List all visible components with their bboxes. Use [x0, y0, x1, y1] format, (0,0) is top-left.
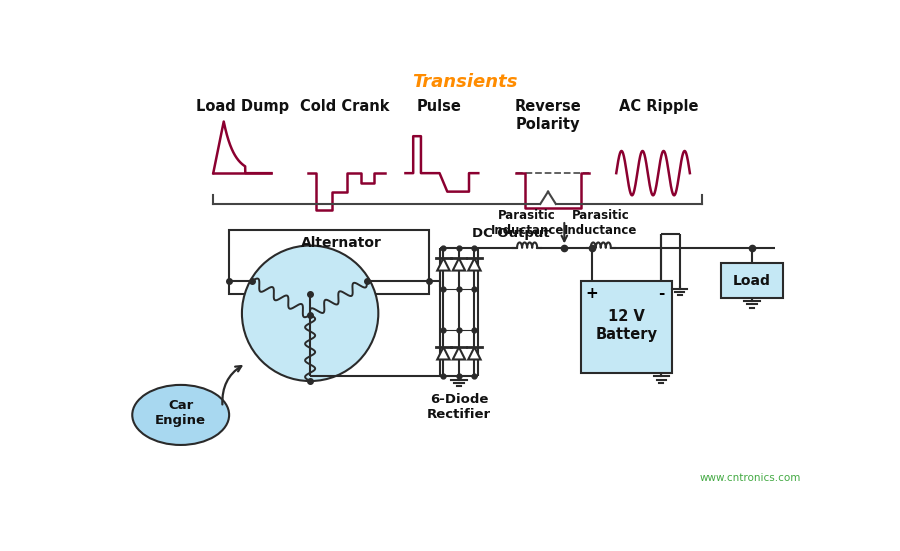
Text: Alternator: Alternator	[301, 235, 382, 250]
Text: Parasitic
Inductance: Parasitic Inductance	[491, 209, 563, 237]
Text: 12 V
Battery: 12 V Battery	[596, 310, 658, 342]
Text: Pulse: Pulse	[417, 99, 462, 114]
Polygon shape	[453, 258, 465, 271]
Polygon shape	[437, 258, 450, 271]
Text: Reverse
Polarity: Reverse Polarity	[515, 99, 581, 132]
Polygon shape	[468, 258, 481, 271]
Text: www.cntronics.com: www.cntronics.com	[699, 473, 801, 483]
Text: Parasitic
Inductance: Parasitic Inductance	[564, 209, 637, 237]
Text: DC Output: DC Output	[472, 227, 550, 240]
Ellipse shape	[132, 385, 230, 445]
Text: -: -	[658, 285, 664, 300]
Text: Transients: Transients	[412, 73, 517, 91]
Text: Load: Load	[733, 273, 770, 288]
Text: Load Dump: Load Dump	[196, 99, 289, 114]
FancyBboxPatch shape	[229, 230, 428, 294]
Text: Cold Crank: Cold Crank	[301, 99, 390, 114]
FancyBboxPatch shape	[581, 281, 672, 374]
Text: 6-Diode
Rectifier: 6-Diode Rectifier	[427, 393, 491, 422]
Text: Car
Engine: Car Engine	[155, 399, 206, 428]
Polygon shape	[468, 347, 481, 359]
Text: +: +	[586, 285, 598, 300]
Polygon shape	[453, 347, 465, 359]
Circle shape	[242, 246, 378, 381]
FancyBboxPatch shape	[721, 263, 783, 298]
Text: AC Ripple: AC Ripple	[619, 99, 698, 114]
Polygon shape	[437, 347, 450, 359]
